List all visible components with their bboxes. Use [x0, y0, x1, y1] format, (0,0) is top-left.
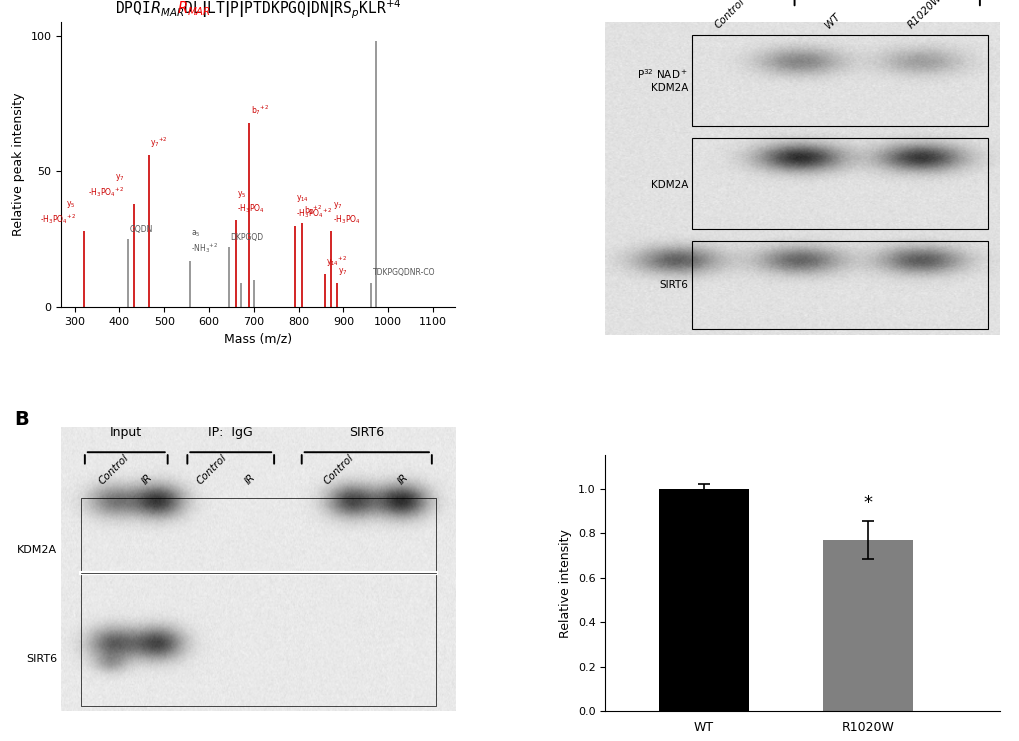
Text: IP:  IgG: IP: IgG [208, 426, 253, 439]
Text: DPQI$R_{MAR}$DL$\mathbf{|}$LT$\mathbf{|}$P$\mathbf{|}$PTDKPGQ$\mathbf{|}$DN$\mat: DPQI$R_{MAR}$DL$\mathbf{|}$LT$\mathbf{|}… [115, 0, 401, 21]
Text: a$_5$
-NH$_3$$^{+2}$: a$_5$ -NH$_3$$^{+2}$ [191, 229, 218, 256]
Text: y$_{14}$
-H$_3$PO$_4$$^{+2}$: y$_{14}$ -H$_3$PO$_4$$^{+2}$ [297, 193, 332, 220]
Bar [822, 539, 912, 711]
Text: GQDN: GQDN [129, 225, 153, 233]
Text: *: * [863, 494, 872, 512]
Text: y$_{14}$$^{+2}$: y$_{14}$$^{+2}$ [326, 255, 346, 269]
Text: b$_7$$^{+2}$: b$_7$$^{+2}$ [251, 103, 268, 117]
Text: P$^{32}$ NAD$^+$
KDM2A: P$^{32}$ NAD$^+$ KDM2A [637, 67, 688, 93]
Bar [658, 488, 748, 711]
Text: Control: Control [97, 453, 130, 486]
Text: $R_{MAR}$: $R_{MAR}$ [177, 0, 211, 19]
Text: y$_7$
-H$_3$PO$_4$$^{+2}$: y$_7$ -H$_3$PO$_4$$^{+2}$ [89, 171, 124, 199]
Text: y$_7$
-H$_3$PO$_4$: y$_7$ -H$_3$PO$_4$ [332, 200, 361, 225]
Text: y$_5$
-H$_3$PO$_4$: y$_5$ -H$_3$PO$_4$ [237, 190, 265, 215]
Text: SIRT6: SIRT6 [658, 280, 688, 290]
Y-axis label: Relative peak intensity: Relative peak intensity [12, 93, 24, 236]
Bar [691, 242, 986, 329]
Text: Input: Input [110, 426, 143, 439]
Text: TDKPGQDNR-CO: TDKPGQDNR-CO [372, 268, 435, 277]
Bar [691, 138, 986, 229]
Text: IR: IR [243, 472, 257, 486]
Text: y$_7$$^{+2}$: y$_7$$^{+2}$ [150, 136, 167, 150]
X-axis label: Mass (m/z): Mass (m/z) [224, 332, 292, 345]
Text: KDM2A: KDM2A [650, 180, 688, 190]
Text: DKPGQD: DKPGQD [230, 233, 263, 242]
Text: R1020W: R1020W [905, 0, 943, 30]
Text: SIRT6: SIRT6 [26, 654, 57, 664]
Text: B: B [14, 410, 29, 428]
Text: y$_7$: y$_7$ [337, 266, 347, 277]
Text: WT: WT [822, 11, 841, 30]
Text: IR: IR [396, 472, 411, 486]
Text: Control: Control [195, 453, 229, 486]
Text: Control: Control [321, 453, 355, 486]
Text: b$_9$$^{+2}$: b$_9$$^{+2}$ [304, 204, 321, 218]
Text: KDM2A: KDM2A [17, 545, 57, 556]
Y-axis label: Relative intensity: Relative intensity [558, 529, 572, 638]
Text: SIRT6: SIRT6 [348, 426, 384, 439]
Bar [691, 35, 986, 126]
Text: Control: Control [712, 0, 746, 30]
Text: y$_5$
-H$_3$PO$_4$$^{+2}$: y$_5$ -H$_3$PO$_4$$^{+2}$ [40, 199, 75, 225]
Text: IR: IR [140, 472, 154, 486]
